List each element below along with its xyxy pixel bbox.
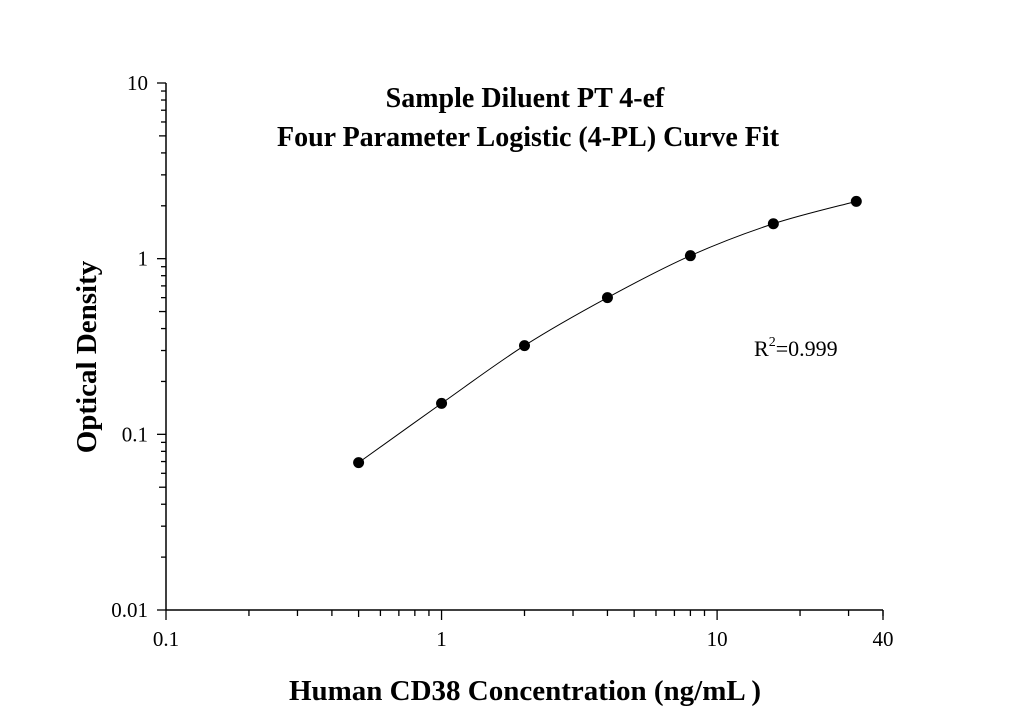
x-tick-label: 1 — [436, 627, 447, 651]
x-axis-title: Human CD38 Concentration (ng/mL ) — [289, 675, 761, 707]
data-point — [353, 457, 365, 469]
data-point — [850, 195, 862, 207]
x-tick-label: 0.1 — [153, 627, 179, 651]
x-tick-label: 10 — [707, 627, 728, 651]
chart-title: Sample Diluent PT 4-ef — [386, 83, 665, 114]
fit-curve-line — [358, 200, 857, 464]
data-point — [684, 250, 696, 262]
r-squared-letter: R — [754, 336, 769, 361]
data-point — [767, 218, 779, 230]
r-squared-superscript: 2 — [769, 335, 776, 350]
chart-subtitle: Four Parameter Logistic (4-PL) Curve Fit — [277, 122, 780, 153]
data-points — [353, 195, 862, 469]
data-point — [519, 340, 530, 352]
y-tick-label: 1 — [138, 247, 149, 271]
x-axis-ticks: 0.1 1 10 40 — [153, 610, 894, 651]
data-point — [436, 397, 448, 409]
y-axis-ticks: 0.01 0.1 1 10 — [111, 71, 166, 622]
y-tick-label: 0.1 — [122, 422, 148, 446]
data-point — [601, 292, 613, 304]
y-axis-title: Optical Density — [71, 260, 103, 453]
r-squared-annotation: R2=0.999 — [754, 335, 838, 361]
r-squared-value: =0.999 — [776, 336, 838, 361]
x-tick-label: 40 — [873, 627, 894, 651]
y-tick-label: 10 — [127, 71, 148, 95]
y-tick-label: 0.01 — [111, 598, 148, 622]
